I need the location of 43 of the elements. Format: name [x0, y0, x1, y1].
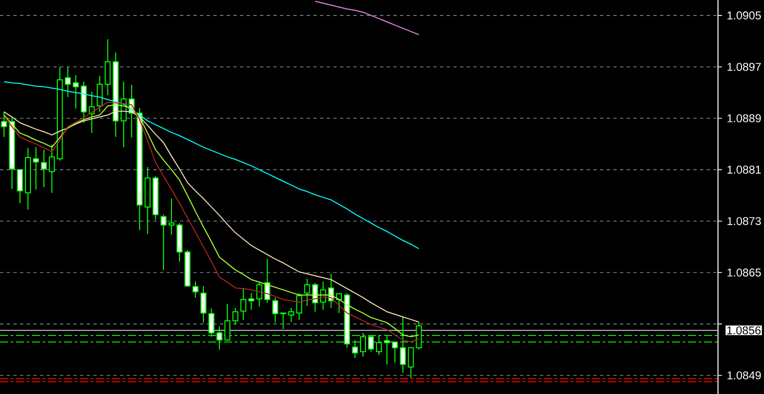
candlestick [104, 38, 111, 96]
candlestick [352, 340, 358, 359]
candlestick [160, 214, 167, 270]
candlestick [272, 297, 278, 324]
candlestick [216, 326, 222, 350]
candlestick [288, 307, 294, 323]
candlestick [232, 307, 238, 326]
candlestick [32, 146, 39, 190]
candlestick [240, 287, 246, 321]
candlestick [336, 292, 342, 314]
y-tick-label: 1.0897 [728, 62, 761, 71]
y-tick-label: 1.0873 [728, 217, 761, 226]
candlestick [72, 74, 79, 110]
candlestick [40, 149, 47, 188]
candlestick [400, 316, 406, 374]
y-tick-label: 1.0865 [728, 268, 761, 277]
ref-line-label: 1.0856 [727, 326, 761, 334]
y-tick-label: 1.0849 [728, 371, 761, 380]
candlestick [384, 334, 390, 365]
candlestick [304, 278, 310, 306]
y-tick-label: 1.0881 [728, 166, 761, 174]
candlestick [248, 292, 254, 310]
candlestick [312, 282, 318, 312]
candlestick [16, 169, 23, 204]
candlestick [168, 198, 174, 236]
candlestick [408, 346, 414, 378]
candlestick [368, 334, 374, 352]
y-tick-label: 1.0905 [728, 11, 761, 20]
candlestick [296, 292, 302, 321]
candlestick [392, 341, 398, 364]
y-tick-label: 1.0889 [728, 114, 761, 122]
candlestick [1, 111, 7, 138]
candlestick [360, 332, 366, 358]
candlestick [208, 308, 214, 338]
candlestick [416, 322, 422, 350]
candlestick [224, 304, 230, 342]
candlestick [256, 281, 262, 308]
candlestick [192, 281, 198, 298]
candlestick [64, 66, 71, 98]
candlestick [48, 144, 55, 194]
candlestick [280, 312, 286, 330]
candlestick [376, 334, 382, 356]
candlestick [200, 286, 206, 324]
